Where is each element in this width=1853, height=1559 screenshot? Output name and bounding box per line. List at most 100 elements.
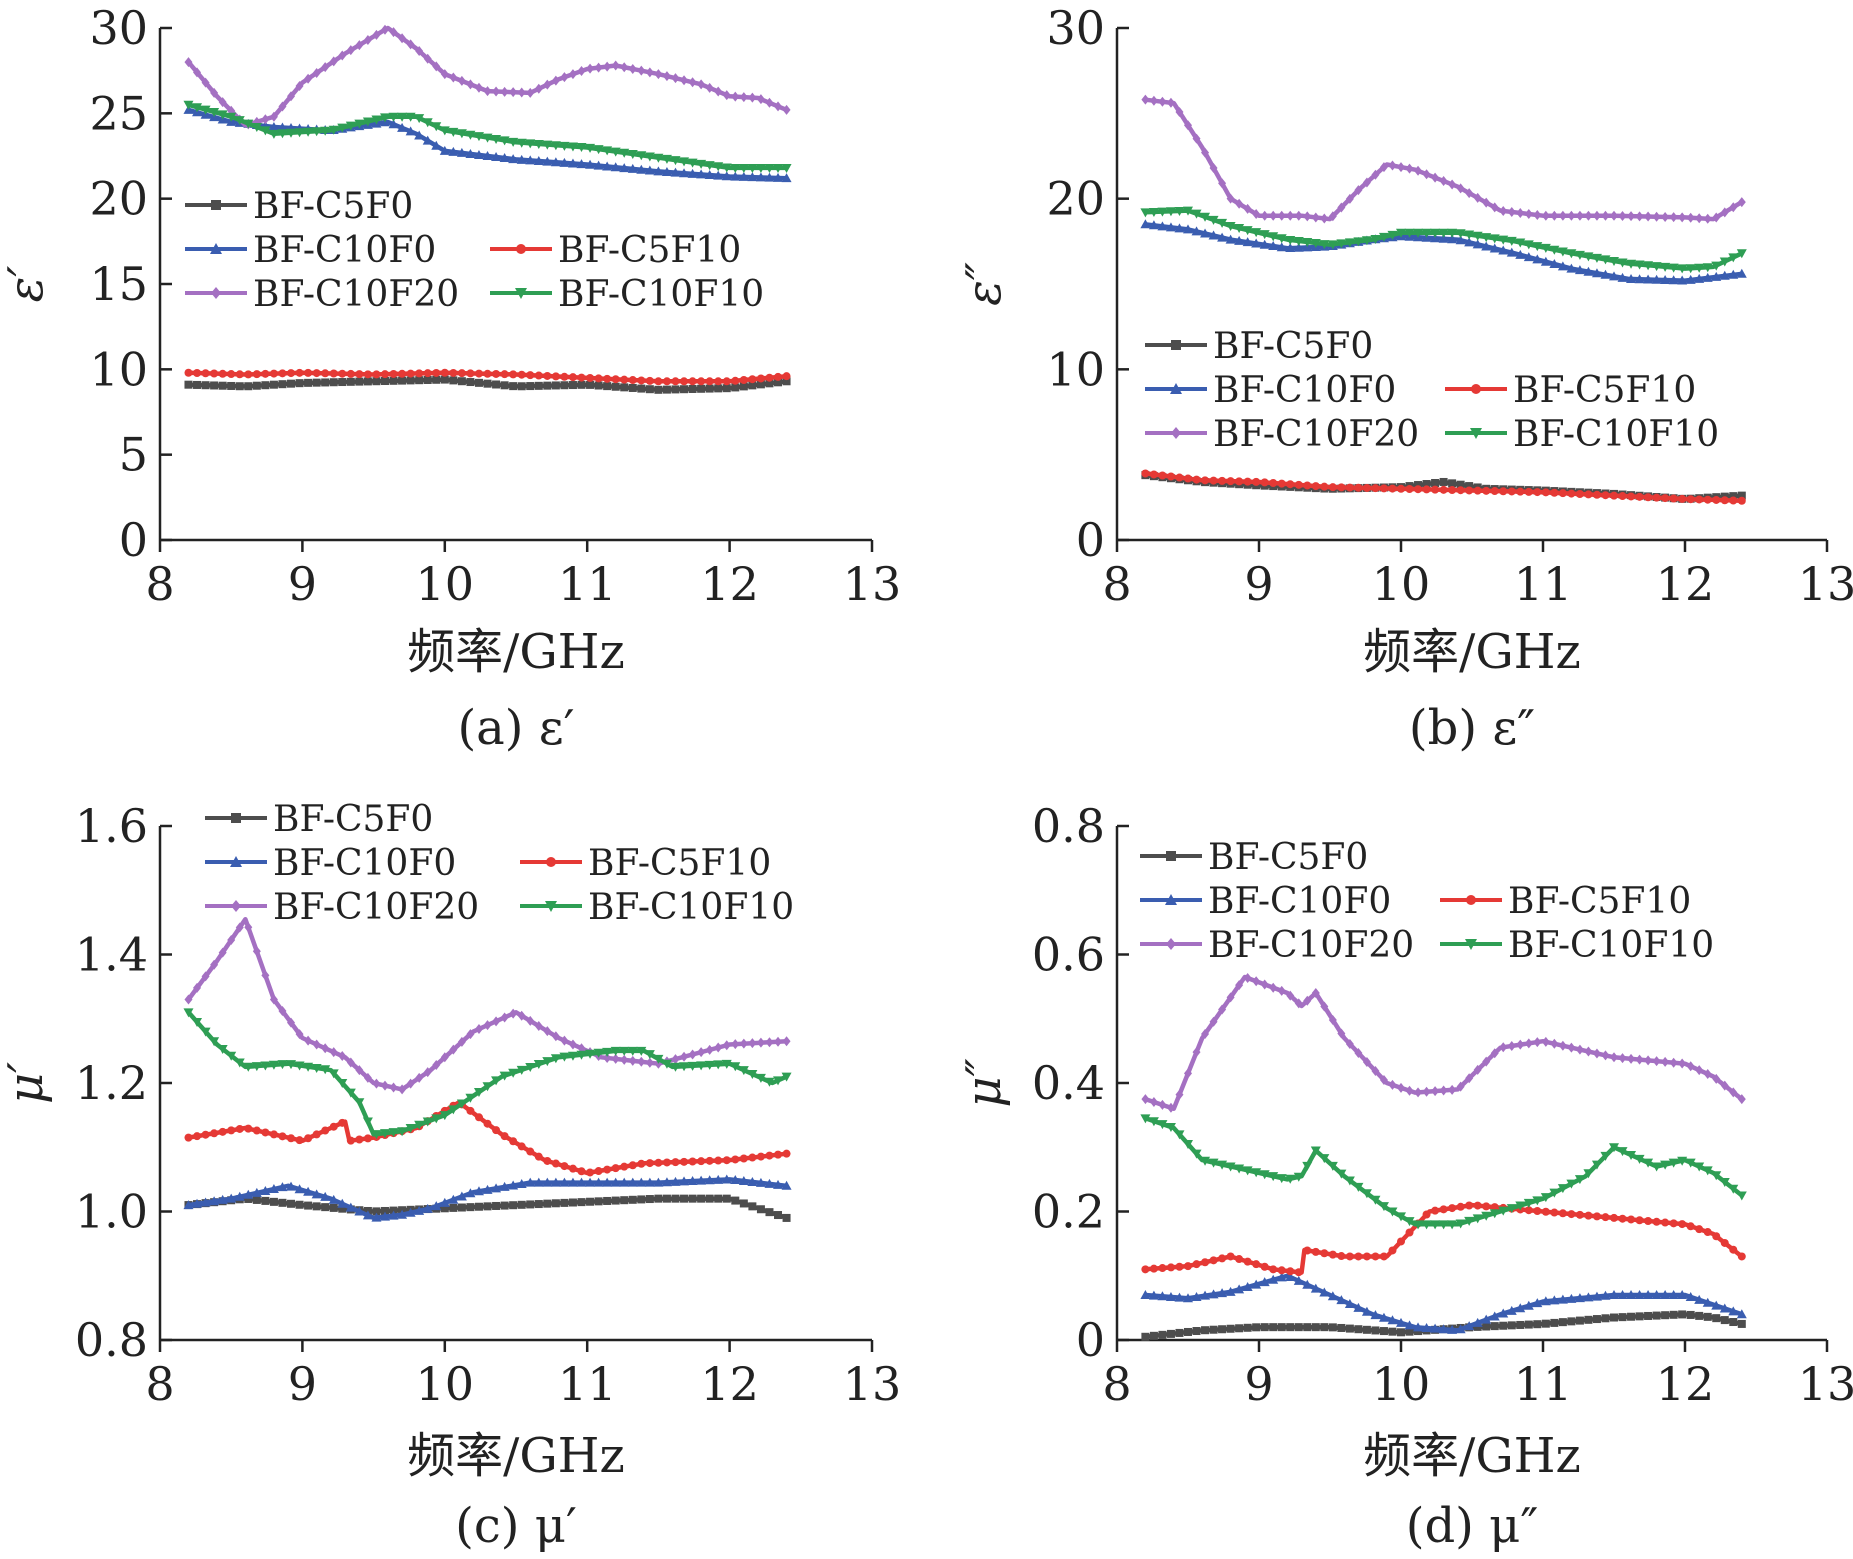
legend-item: BF-C10F10 — [490, 274, 764, 315]
data-point — [636, 164, 647, 174]
data-point — [422, 135, 433, 145]
y-axis-label: μ′ — [0, 1062, 54, 1104]
data-point — [731, 376, 740, 385]
data-point — [1626, 259, 1637, 269]
data-point — [1353, 1302, 1364, 1312]
data-point — [329, 1203, 338, 1212]
data-point — [439, 1111, 450, 1121]
data-point — [1685, 1158, 1696, 1168]
data-point — [1584, 490, 1593, 499]
data-point — [1729, 492, 1738, 501]
data-point — [200, 105, 211, 115]
data-point — [1729, 496, 1738, 505]
data-point — [329, 1122, 338, 1131]
data-point — [730, 163, 741, 173]
data-point — [1414, 1087, 1423, 1098]
data-point — [1498, 245, 1509, 255]
data-point — [243, 1189, 254, 1199]
data-point — [201, 1130, 210, 1139]
data-point — [492, 1201, 501, 1210]
data-point — [1678, 494, 1687, 503]
data-point — [244, 1124, 253, 1133]
data-point — [1397, 1328, 1405, 1337]
data-point — [1200, 1290, 1211, 1300]
data-point — [1567, 1317, 1576, 1326]
data-point — [1719, 270, 1730, 280]
data-point — [1311, 1247, 1320, 1256]
data-point — [440, 368, 449, 377]
data-point — [321, 1043, 330, 1054]
data-point — [209, 107, 220, 117]
series-BF-C10F0 — [183, 1174, 792, 1222]
data-point — [1388, 1327, 1397, 1336]
data-point — [1388, 1246, 1397, 1255]
data-point — [1550, 488, 1559, 497]
data-point — [1686, 1310, 1695, 1319]
data-point — [567, 142, 578, 152]
data-point — [773, 163, 784, 173]
data-point — [1737, 1094, 1746, 1105]
y-tick-label: 10 — [1046, 342, 1105, 396]
data-point — [1490, 1048, 1499, 1059]
series-line — [1145, 97, 1743, 222]
series-BF-C10F20 — [184, 24, 791, 130]
data-point — [1592, 210, 1601, 221]
data-point — [1243, 1257, 1252, 1266]
data-point — [1465, 482, 1474, 491]
data-point — [619, 1177, 630, 1187]
data-point — [210, 959, 219, 970]
data-point — [304, 1035, 313, 1046]
y-tick-label: 0.8 — [75, 1313, 148, 1367]
data-point — [645, 1057, 654, 1068]
data-point — [1489, 234, 1500, 244]
data-point — [756, 380, 765, 389]
data-point — [440, 69, 449, 80]
data-point — [1200, 212, 1211, 222]
data-point — [1421, 228, 1432, 238]
data-point — [1669, 1057, 1678, 1068]
data-point — [1737, 1252, 1746, 1261]
data-point — [680, 1051, 689, 1062]
data-point — [731, 91, 740, 102]
data-point — [372, 1207, 381, 1216]
data-point — [321, 1203, 330, 1212]
data-point — [473, 149, 484, 159]
data-point — [1516, 208, 1525, 219]
y-tick-label: 0.2 — [1032, 1185, 1105, 1239]
data-point — [773, 1179, 784, 1189]
data-point — [1737, 1319, 1746, 1328]
x-tick-label: 13 — [1798, 1357, 1853, 1411]
legend-marker — [230, 856, 242, 867]
data-point — [1252, 1323, 1261, 1332]
data-point — [1533, 1206, 1542, 1215]
data-point — [328, 1069, 339, 1079]
data-point — [1157, 207, 1168, 217]
data-point — [755, 163, 766, 173]
data-point — [1217, 1288, 1228, 1298]
data-point — [738, 1066, 749, 1076]
data-point — [260, 1185, 271, 1195]
data-point — [1141, 1265, 1150, 1274]
data-point — [1141, 1332, 1150, 1341]
data-point — [1192, 475, 1201, 484]
data-point — [568, 1039, 577, 1050]
data-point — [295, 1029, 304, 1040]
data-point — [551, 1031, 560, 1042]
data-point — [550, 1054, 561, 1064]
data-point — [1336, 239, 1347, 249]
data-point — [1328, 211, 1337, 222]
data-point — [1208, 215, 1219, 225]
data-point — [482, 151, 493, 160]
data-point — [1626, 273, 1637, 283]
data-point — [1184, 474, 1192, 483]
data-point — [252, 370, 261, 379]
data-point — [577, 1198, 586, 1207]
legend-label: BF-C5F0 — [1213, 326, 1373, 367]
data-point — [1277, 985, 1286, 996]
series-BF-C5F10 — [1141, 1201, 1746, 1277]
legend-item: BF-C5F0 — [1145, 326, 1373, 367]
data-point — [1575, 210, 1584, 221]
x-tick-label: 8 — [1102, 557, 1131, 611]
data-point — [388, 119, 399, 129]
